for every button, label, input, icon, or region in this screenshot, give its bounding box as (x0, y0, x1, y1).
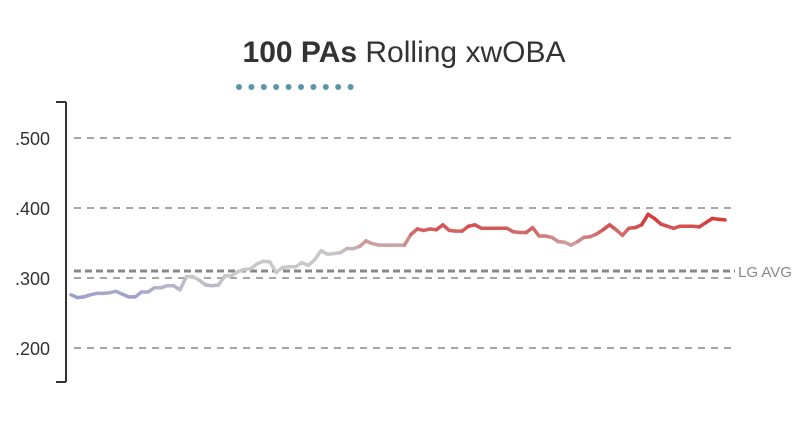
reference-line: LG AVG (74, 264, 792, 281)
y-tick-label: .200 (15, 339, 50, 359)
title-dot (236, 84, 242, 90)
series-segment (216, 274, 227, 287)
series-segment (312, 248, 323, 262)
chart-title-bold: 100 PAs (242, 36, 358, 69)
y-axis (56, 101, 67, 383)
title-dot (310, 84, 317, 90)
series-segment (716, 217, 727, 222)
title-dot (248, 84, 255, 90)
grid-lines (74, 137, 735, 349)
y-tick-label: .400 (15, 199, 50, 219)
title-dot (285, 84, 292, 90)
title-dot (298, 84, 304, 90)
title-dot (322, 84, 329, 90)
chart-title-rest: Rolling xwOBA (365, 36, 566, 69)
series-segment (178, 274, 189, 292)
series-segment (402, 232, 413, 247)
lg-avg-label: LG AVG (738, 264, 792, 281)
series-xwoba (69, 212, 727, 300)
y-tick-label: .500 (15, 129, 50, 149)
series-segment (530, 225, 541, 238)
y-tick-labels: .500 .400 .300 .200 (15, 129, 50, 359)
title-dot (273, 84, 280, 90)
series-segment (639, 212, 650, 227)
series-segment (268, 260, 278, 275)
title-dot (347, 84, 354, 90)
y-tick-label: .300 (15, 269, 50, 289)
title-dot (335, 84, 342, 90)
title-dots (236, 84, 354, 90)
title-dot (260, 84, 267, 90)
chart-title: 100 PAs Rolling xwOBA (0, 36, 808, 70)
